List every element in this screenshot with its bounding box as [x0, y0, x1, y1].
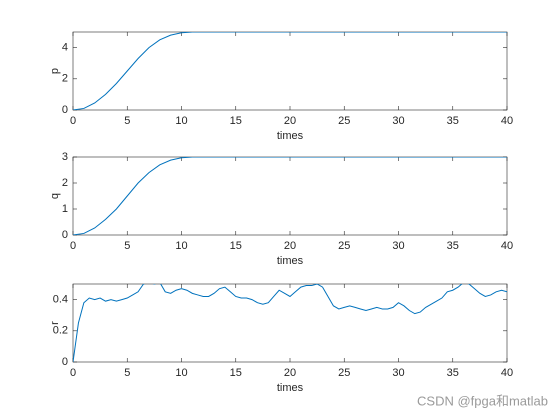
x-tick-label: 0 — [70, 115, 76, 127]
x-tick-label: 30 — [392, 367, 404, 379]
x-tick-label: 30 — [392, 240, 404, 252]
x-tick-label: 10 — [175, 367, 187, 379]
x-tick-label: 35 — [447, 115, 459, 127]
y-tick-label: 1 — [62, 203, 68, 215]
x-tick-label: 35 — [447, 367, 459, 379]
x-tick-label: 25 — [338, 367, 350, 379]
x-tick-label: 20 — [284, 115, 296, 127]
x-tick-label: 15 — [230, 115, 242, 127]
y-tick-label: 0.2 — [53, 325, 68, 337]
x-tick-label: 25 — [338, 240, 350, 252]
x-tick-label: 20 — [284, 240, 296, 252]
y-tick-label: 0.4 — [53, 294, 68, 306]
x-tick-label: 10 — [175, 240, 187, 252]
watermark: CSDN @fpga和matlab — [417, 393, 548, 408]
x-tick-label: 40 — [501, 115, 513, 127]
x-tick-label: 5 — [124, 115, 130, 127]
x-tick-label: 0 — [70, 240, 76, 252]
x-axis-label: times — [277, 255, 304, 267]
y-axis-label: q — [49, 193, 61, 199]
y-tick-label: 2 — [62, 73, 68, 85]
y-axis-label: r — [49, 321, 61, 325]
x-tick-label: 15 — [230, 240, 242, 252]
y-tick-label: 2 — [62, 177, 68, 189]
x-tick-label: 25 — [338, 115, 350, 127]
x-tick-label: 5 — [124, 240, 130, 252]
x-tick-label: 30 — [392, 115, 404, 127]
x-axis-label: times — [277, 382, 304, 394]
x-tick-label: 40 — [501, 367, 513, 379]
line — [73, 157, 507, 235]
line — [73, 32, 507, 110]
y-tick-label: 0 — [62, 104, 68, 116]
axes-box — [72, 31, 508, 111]
x-tick-label: 10 — [175, 115, 187, 127]
line — [73, 284, 507, 362]
x-tick-label: 0 — [70, 367, 76, 379]
y-axis-label: p — [49, 68, 61, 74]
y-tick-label: 4 — [62, 42, 68, 54]
x-tick-label: 5 — [124, 367, 130, 379]
y-tick-label: 0 — [62, 356, 68, 368]
axes-box — [72, 156, 508, 236]
x-axis-label: times — [277, 130, 304, 142]
x-tick-label: 15 — [230, 367, 242, 379]
y-tick-label: 3 — [62, 151, 68, 163]
x-tick-label: 20 — [284, 367, 296, 379]
x-tick-label: 35 — [447, 240, 459, 252]
x-tick-label: 40 — [501, 240, 513, 252]
y-tick-label: 0 — [62, 229, 68, 241]
axes-box — [72, 283, 508, 363]
